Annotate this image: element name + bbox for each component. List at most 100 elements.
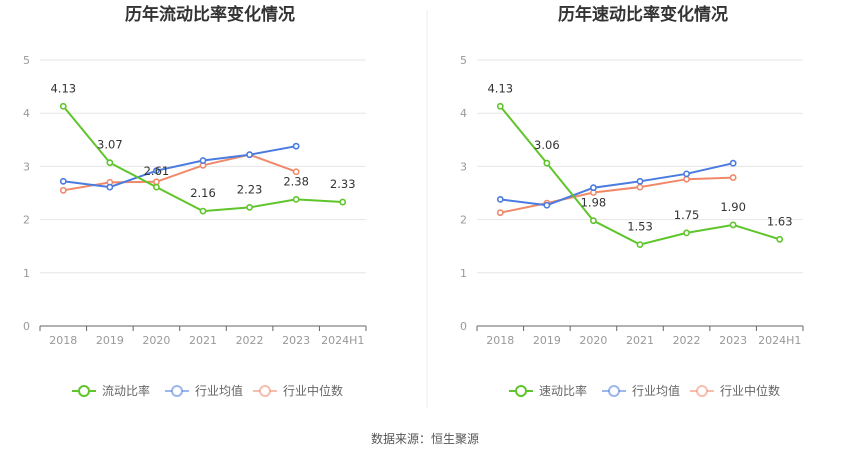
data-point	[776, 235, 784, 243]
legend-item[interactable]: 行业均值	[165, 383, 243, 398]
data-label: 3.07	[97, 138, 123, 152]
data-label: 1.98	[581, 196, 607, 210]
data-point	[292, 168, 300, 176]
data-label: 2.33	[330, 177, 356, 191]
chart-title: 历年流动比率变化情况	[125, 4, 295, 25]
data-point	[636, 241, 644, 249]
legend-swatch-marker	[78, 385, 90, 397]
data-point	[339, 198, 347, 206]
y-tick-label: 5	[23, 54, 30, 67]
data-point	[543, 159, 551, 167]
data-label: 1.53	[627, 220, 653, 234]
data-point	[292, 195, 300, 203]
x-tick-label: 2021	[189, 334, 217, 347]
source-note: 数据来源：恒生聚源	[371, 431, 479, 446]
data-point	[590, 217, 597, 225]
legend: 速动比率 行业均值 行业中位数	[509, 383, 780, 398]
data-point	[199, 207, 207, 215]
legend-item[interactable]: 流动比率	[72, 383, 150, 398]
data-point	[729, 221, 737, 229]
data-point	[59, 177, 67, 185]
data-point	[153, 183, 160, 191]
data-label: 1.63	[767, 214, 793, 228]
y-tick-label: 0	[460, 320, 467, 333]
grid-layer	[477, 59, 803, 274]
legend-swatch-marker	[515, 385, 527, 397]
legend: 流动比率 行业均值 行业中位数	[72, 383, 343, 398]
legend-label: 速动比率	[539, 383, 587, 398]
data-point	[590, 184, 597, 192]
data-point	[683, 175, 690, 183]
data-point	[496, 195, 504, 203]
series-line-industry-avg	[63, 145, 297, 189]
data-point	[59, 186, 67, 194]
data-point	[246, 151, 253, 159]
data-point	[246, 203, 253, 211]
data-point	[292, 142, 300, 150]
chart-title: 历年速动比率变化情况	[558, 4, 728, 25]
x-tick-label: 2022	[236, 334, 264, 347]
data-label: 1.75	[674, 208, 700, 222]
data-label: 2.16	[190, 186, 216, 200]
data-point	[59, 102, 67, 110]
data-label: 2.38	[283, 174, 309, 188]
data-label: 4.13	[487, 81, 513, 95]
x-tick-label: 2023	[719, 334, 747, 347]
y-tick-label: 5	[460, 54, 467, 67]
legend-label: 行业均值	[632, 383, 680, 398]
x-tick-label: 2019	[533, 334, 561, 347]
x-tick-label: 2018	[486, 334, 514, 347]
legend-item[interactable]: 速动比率	[509, 383, 587, 398]
data-label-layer: 4.13 3.06 1.98 1.53 1.75 1.90 1.63	[487, 81, 792, 233]
data-label: 2.23	[237, 182, 263, 196]
legend-label: 行业均值	[195, 383, 243, 398]
data-point	[543, 201, 551, 209]
y-tick-label: 4	[460, 107, 467, 120]
legend-swatch-marker	[696, 385, 708, 397]
data-label: 3.06	[534, 138, 560, 152]
x-tick-label: 2018	[49, 334, 77, 347]
data-point	[153, 167, 160, 175]
legend-swatch-marker	[171, 385, 183, 397]
current-ratio-chart: 历年流动比率变化情况 0 1 2 3 4 5 2018 2019 2020 2021 2022 202…	[23, 4, 367, 398]
data-label: 4.13	[50, 81, 76, 95]
legend-item[interactable]: 行业中位数	[253, 383, 343, 398]
data-point	[683, 229, 690, 237]
axis-layer: 0 1 2 3 4 5 2018 2019 2020 2021 2022 2023 2024H1	[460, 54, 804, 347]
legend-label: 行业中位数	[720, 383, 780, 398]
data-point	[636, 183, 644, 191]
legend-swatch-marker	[608, 385, 620, 397]
y-tick-label: 3	[460, 160, 467, 173]
legend-item[interactable]: 行业均值	[602, 383, 680, 398]
legend-item[interactable]: 行业中位数	[690, 383, 780, 398]
y-tick-label: 3	[23, 160, 30, 173]
y-tick-label: 4	[23, 107, 30, 120]
x-tick-label: 2021	[626, 334, 654, 347]
y-tick-label: 0	[23, 320, 30, 333]
y-tick-label: 1	[23, 267, 30, 280]
data-point	[106, 159, 114, 167]
y-tick-label: 2	[460, 214, 467, 227]
x-tick-label: 2024H1	[321, 334, 364, 347]
data-point	[683, 170, 690, 178]
data-point	[153, 178, 160, 186]
data-point	[636, 177, 644, 185]
y-tick-label: 2	[23, 214, 30, 227]
data-point	[496, 209, 504, 217]
series-layer	[496, 102, 784, 249]
axis-layer: 0 1 2 3 4 5 2018 2019 2020 2021 2022 2023 2024H1	[23, 54, 367, 347]
series-line-industry-median	[63, 153, 297, 192]
data-label: 2.61	[144, 164, 170, 178]
data-label: 1.90	[720, 200, 746, 214]
series-layer	[59, 102, 347, 215]
legend-label: 行业中位数	[283, 383, 343, 398]
data-point	[496, 102, 504, 110]
x-tick-label: 2023	[282, 334, 310, 347]
x-tick-label: 2020	[142, 334, 170, 347]
series-line-industry-avg	[500, 162, 734, 207]
data-point	[729, 159, 737, 167]
legend-label: 流动比率	[102, 383, 150, 398]
x-tick-label: 2024H1	[758, 334, 801, 347]
data-label-layer: 4.13 3.07 2.61 2.16 2.23 2.38 2.33	[50, 81, 355, 200]
